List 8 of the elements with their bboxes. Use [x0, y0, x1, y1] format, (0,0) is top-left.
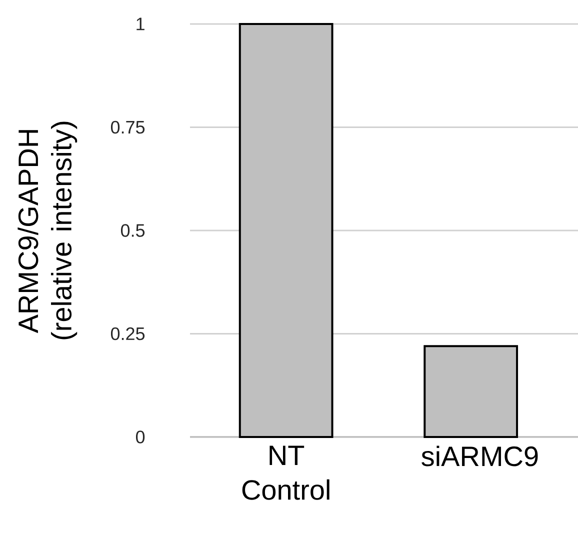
y-tick-label: 0.25 [110, 327, 145, 340]
y-tick-label: 0.75 [110, 120, 145, 134]
y-tick-label: 0.5 [120, 224, 145, 237]
x-tick-label: siARMC9 [422, 446, 538, 466]
x-tick-label: NT Control [242, 446, 330, 500]
y-tick-label: 0 [136, 430, 145, 444]
y-tick-label: 1 [136, 18, 144, 30]
y-axis-title: ARMC9/GAPDH (relative intensity) [18, 122, 78, 340]
